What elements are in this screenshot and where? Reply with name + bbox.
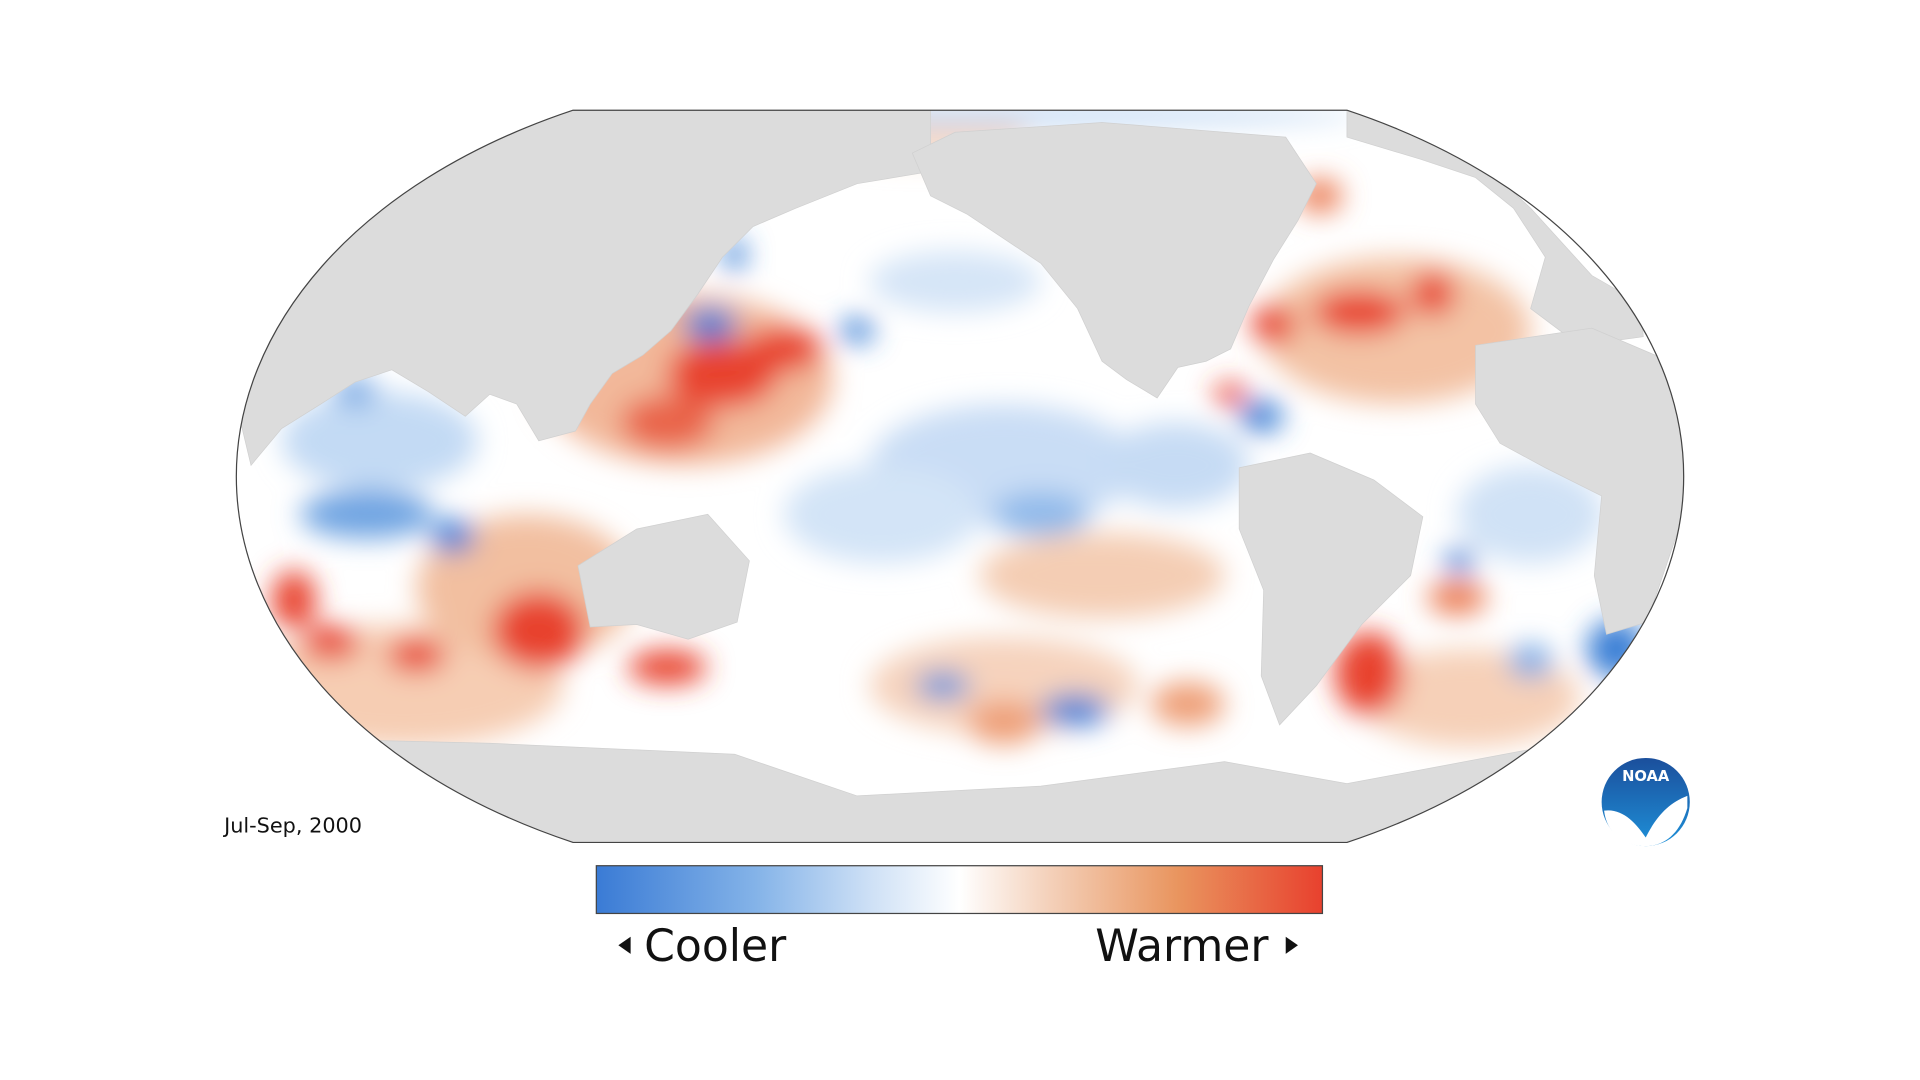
logo-text: NOAA	[1622, 768, 1670, 785]
noaa-logo: NOAA	[1601, 757, 1690, 847]
period-label: Jul-Sep, 2000	[222, 814, 362, 838]
australia	[577, 513, 750, 640]
eurasia	[236, 110, 931, 467]
north-america	[911, 122, 1317, 399]
map-area	[236, 110, 1684, 843]
color-scale	[595, 865, 1324, 915]
legend-low-label: Cooler	[644, 921, 787, 972]
logo-bird	[1604, 795, 1688, 847]
legend-high-label: Warmer	[1095, 921, 1269, 972]
anomaly-field	[244, 110, 1646, 747]
south-america	[1238, 452, 1424, 726]
warmer-arrow	[1285, 936, 1298, 954]
cooler-arrow	[618, 936, 631, 954]
europe-asia-east	[1346, 110, 1644, 346]
map-border	[235, 109, 1685, 844]
antarctica	[236, 736, 1684, 843]
